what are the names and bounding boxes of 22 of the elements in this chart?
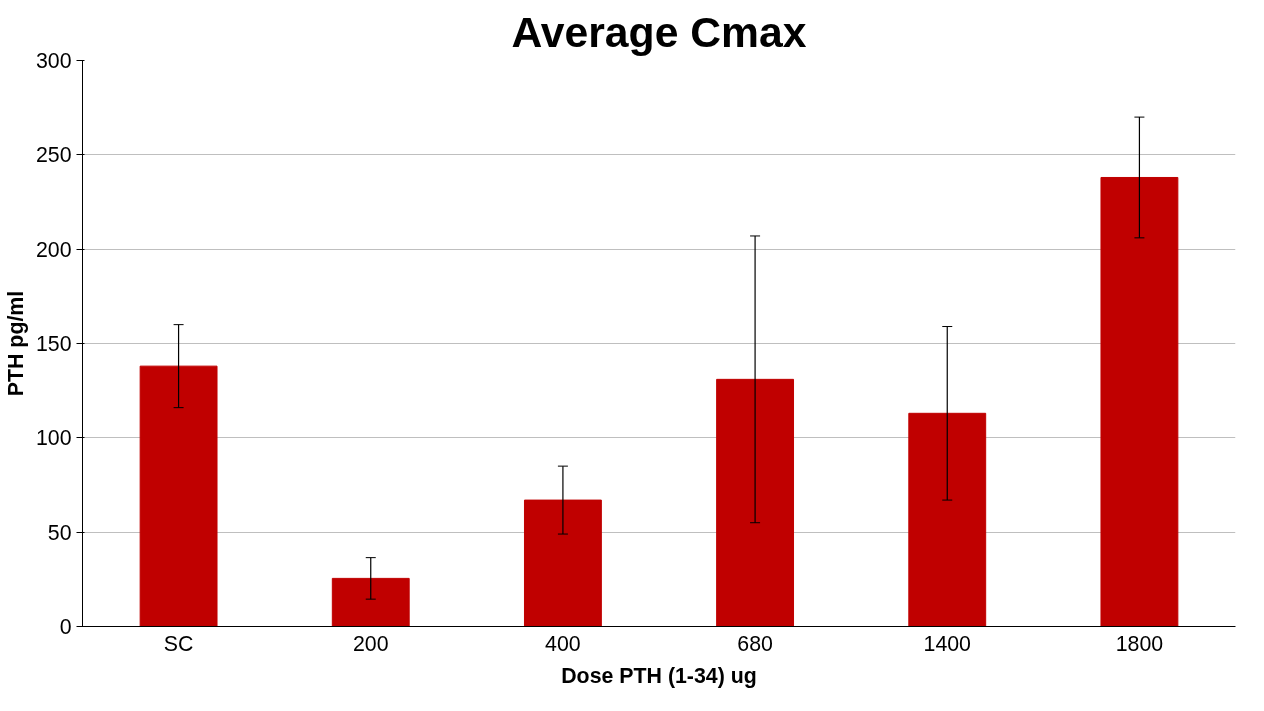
x-tick-label: 400 [545, 631, 581, 656]
bar [331, 577, 410, 627]
x-axis-title: Dose PTH (1-34) ug [561, 663, 757, 688]
x-tick-label: 1400 [923, 631, 972, 656]
bar [1100, 176, 1179, 627]
bar [139, 365, 218, 627]
y-tick-label: 150 [35, 332, 72, 356]
x-tick-label: SC [163, 631, 194, 656]
y-tick-label: 100 [35, 426, 72, 451]
y-tick-label: 0 [59, 615, 72, 639]
x-tick-label: 680 [737, 631, 774, 656]
y-tick-label: 200 [35, 237, 72, 262]
y-tick-label: 250 [35, 143, 72, 168]
x-tick-label: 200 [352, 631, 389, 656]
x-tick-label: 1800 [1115, 631, 1164, 656]
y-tick-label: 300 [35, 49, 72, 73]
bar [908, 412, 987, 627]
bar [716, 378, 795, 627]
y-tick-label: 50 [47, 520, 72, 545]
bar [523, 499, 602, 627]
chart-title: Average Cmax [511, 7, 807, 56]
y-axis-title: PTH pg/ml [3, 290, 28, 397]
